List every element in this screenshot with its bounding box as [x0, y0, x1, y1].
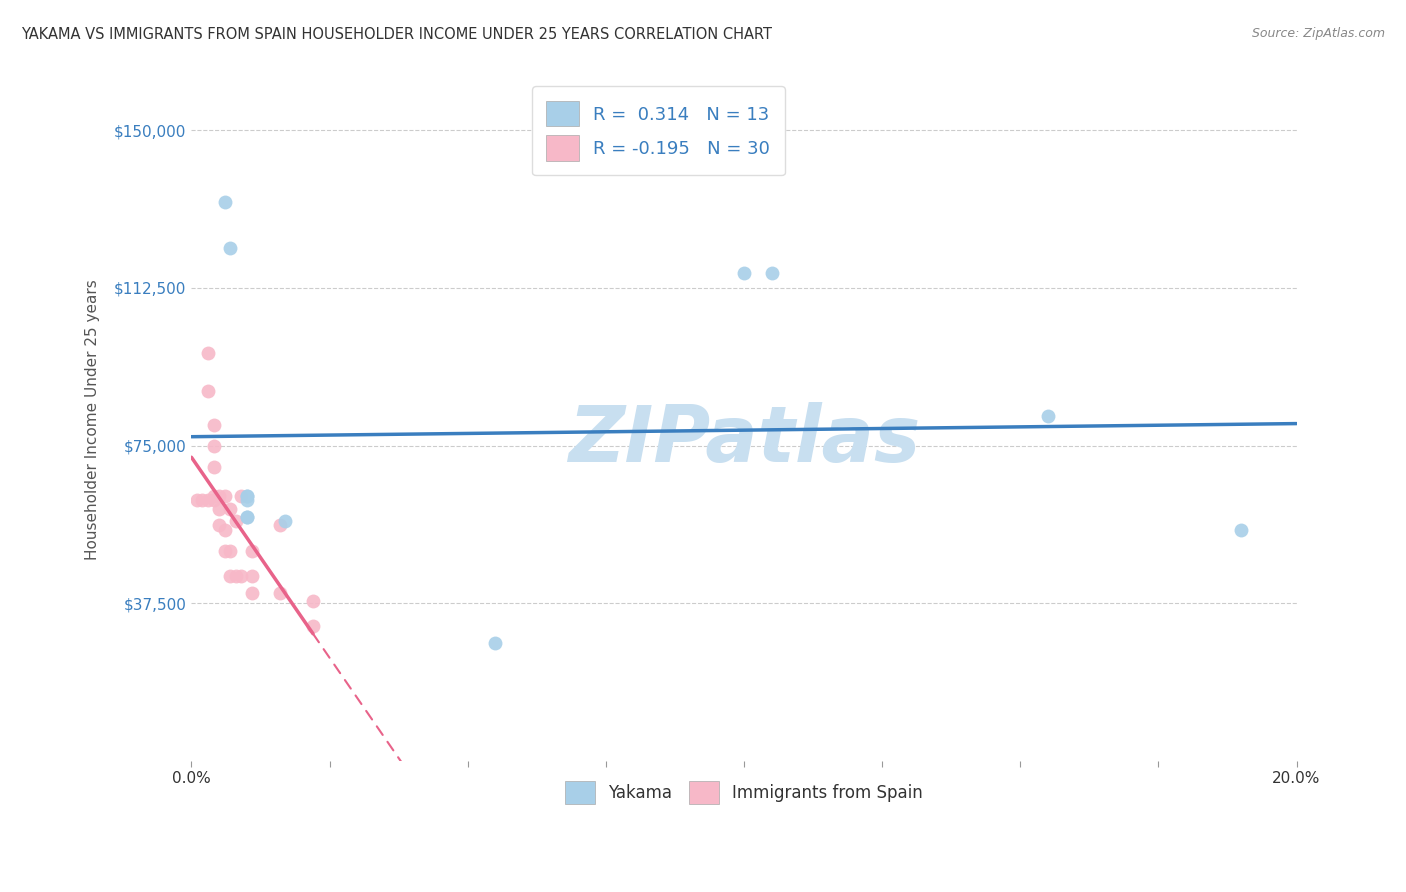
Point — [219, 543, 242, 558]
Point — [302, 619, 325, 633]
Point — [202, 438, 225, 452]
Point — [197, 384, 219, 398]
Point — [202, 489, 225, 503]
Point — [225, 569, 247, 583]
Point — [240, 569, 263, 583]
Point — [197, 493, 219, 508]
Point — [235, 489, 257, 503]
Y-axis label: Householder Income Under 25 years: Householder Income Under 25 years — [86, 279, 100, 559]
Point — [219, 569, 242, 583]
Point — [231, 569, 253, 583]
Text: YAKAMA VS IMMIGRANTS FROM SPAIN HOUSEHOLDER INCOME UNDER 25 YEARS CORRELATION CH: YAKAMA VS IMMIGRANTS FROM SPAIN HOUSEHOL… — [21, 27, 772, 42]
Point — [240, 543, 263, 558]
Text: Source: ZipAtlas.com: Source: ZipAtlas.com — [1251, 27, 1385, 40]
Point — [208, 518, 231, 533]
Point — [202, 417, 225, 432]
Point — [235, 493, 257, 508]
Point — [208, 489, 231, 503]
Legend: Yakama, Immigrants from Spain: Yakama, Immigrants from Spain — [555, 771, 934, 814]
Point — [214, 194, 236, 209]
Point — [191, 493, 214, 508]
Point — [235, 510, 257, 524]
Point — [1036, 409, 1059, 423]
Point — [302, 594, 325, 608]
Text: ZIPatlas: ZIPatlas — [568, 401, 920, 478]
Point — [214, 489, 236, 503]
Point — [235, 510, 257, 524]
Point — [208, 501, 231, 516]
Point — [214, 523, 236, 537]
Point — [235, 489, 257, 503]
Point — [202, 493, 225, 508]
Point — [186, 493, 208, 508]
Point — [733, 266, 755, 280]
Point — [269, 586, 291, 600]
Point — [202, 459, 225, 474]
Point — [231, 489, 253, 503]
Point — [219, 241, 242, 255]
Point — [484, 636, 506, 650]
Point — [761, 266, 783, 280]
Point — [1230, 523, 1253, 537]
Point — [225, 514, 247, 528]
Point — [274, 514, 297, 528]
Point — [269, 518, 291, 533]
Point — [214, 543, 236, 558]
Point — [197, 346, 219, 360]
Point — [240, 586, 263, 600]
Point — [219, 501, 242, 516]
